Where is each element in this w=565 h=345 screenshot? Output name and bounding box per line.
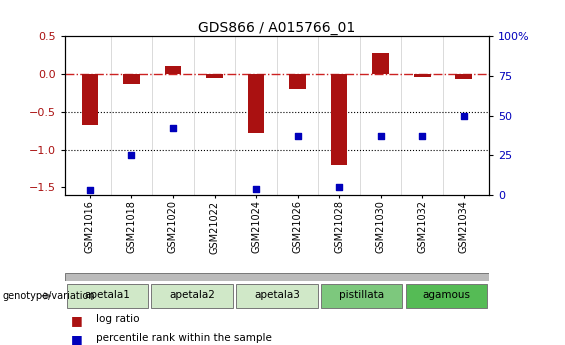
Bar	[248, 74, 264, 133]
Bar	[406, 284, 487, 308]
Text: percentile rank within the sample: percentile rank within the sample	[96, 333, 272, 343]
Text: agamous: agamous	[423, 290, 470, 300]
Text: log ratio: log ratio	[96, 314, 140, 324]
Point	[376, 134, 385, 139]
Text: ■: ■	[71, 314, 82, 327]
Bar	[289, 74, 306, 89]
Bar	[331, 74, 347, 165]
Text: genotype/variation: genotype/variation	[3, 291, 95, 301]
Text: ■: ■	[71, 333, 82, 345]
Text: pistillata: pistillata	[339, 290, 384, 300]
Text: apetala2: apetala2	[169, 290, 215, 300]
Point	[293, 134, 302, 139]
Bar	[164, 67, 181, 74]
Bar	[236, 284, 318, 308]
Bar	[67, 284, 148, 308]
Bar	[414, 74, 431, 77]
Bar	[372, 53, 389, 74]
Point	[334, 184, 344, 190]
Bar	[321, 284, 402, 308]
Bar	[206, 74, 223, 78]
Bar	[81, 74, 98, 125]
Point	[418, 134, 427, 139]
Point	[459, 113, 468, 118]
Point	[251, 186, 260, 191]
Point	[127, 152, 136, 158]
Point	[168, 126, 177, 131]
Bar	[123, 74, 140, 84]
Bar	[151, 284, 233, 308]
Bar	[455, 74, 472, 79]
Point	[85, 187, 94, 193]
Text: apetala1: apetala1	[84, 290, 131, 300]
Title: GDS866 / A015766_01: GDS866 / A015766_01	[198, 21, 355, 35]
Text: apetala3: apetala3	[254, 290, 300, 300]
